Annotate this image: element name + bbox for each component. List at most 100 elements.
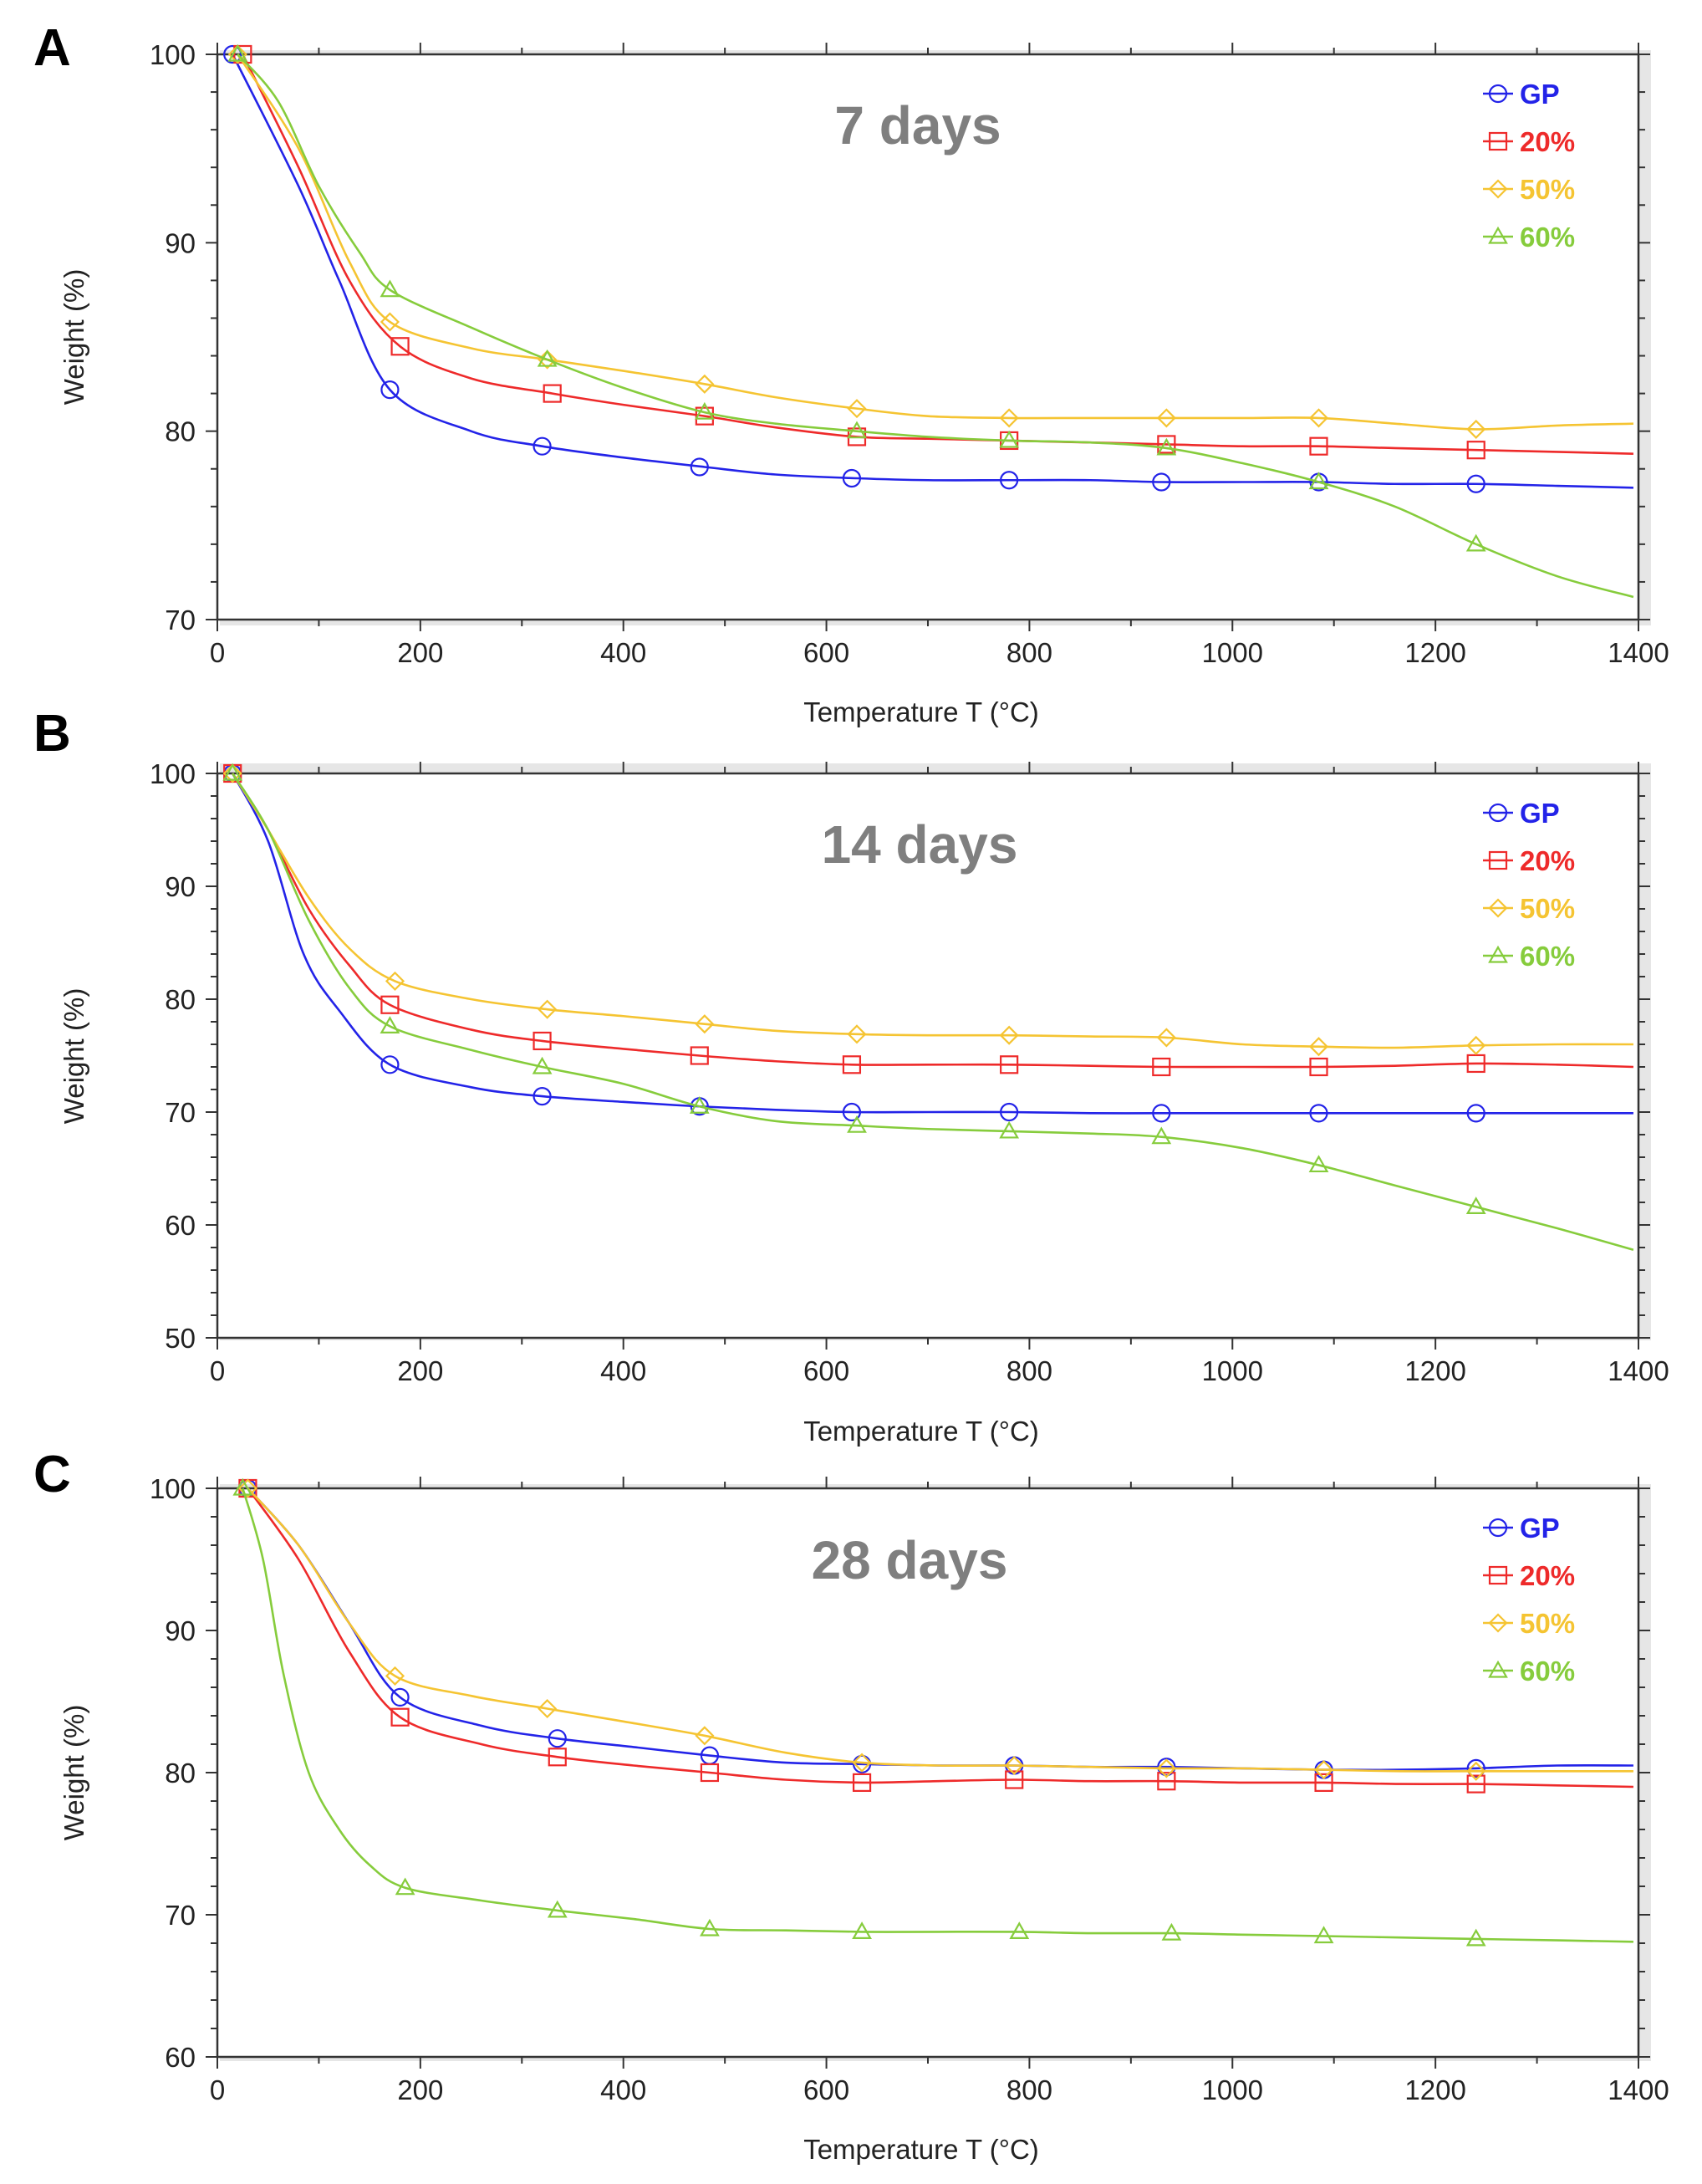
x-tick-label: 1400 (1608, 2074, 1669, 2105)
legend-marker-GP (1488, 803, 1508, 823)
data-point-60% (689, 1096, 710, 1114)
y-axis-title-a: Weight (%) (59, 269, 89, 406)
data-point-GP (548, 1729, 567, 1748)
legend-label-20%: 20% (1520, 1560, 1575, 1591)
data-point-60% (537, 349, 558, 367)
series-line-20% (232, 773, 1633, 1069)
legend-label-20%: 20% (1520, 126, 1575, 157)
x-axis-title-c: Temperature T (°C) (803, 2134, 1039, 2165)
data-point-GP (842, 468, 862, 488)
series-line-GP (232, 54, 1633, 489)
data-point-50% (1466, 419, 1486, 439)
y-tick-label: 80 (165, 416, 196, 447)
data-point-20% (1314, 1773, 1333, 1792)
x-tick-label: 800 (1006, 2074, 1052, 2105)
data-point-60% (999, 430, 1020, 448)
data-point-20% (543, 384, 562, 403)
data-point-GP (842, 1102, 862, 1122)
data-point-20% (695, 406, 714, 426)
data-point-50% (1156, 1028, 1176, 1048)
y-tick-label: 90 (165, 227, 196, 258)
data-point-20% (1157, 435, 1176, 454)
data-point-20% (1466, 1774, 1485, 1794)
legend-label-60%: 60% (1520, 941, 1575, 972)
data-point-20% (700, 1763, 720, 1783)
data-point-20% (1309, 1057, 1328, 1077)
data-point-60% (222, 763, 243, 781)
data-point-60% (227, 43, 248, 62)
data-point-60% (1308, 1155, 1329, 1173)
data-point-50% (227, 44, 247, 64)
x-tick-label: 400 (600, 637, 646, 668)
data-point-50% (1308, 408, 1329, 428)
x-tick-label: 800 (1006, 1355, 1052, 1386)
data-point-60% (395, 1877, 415, 1896)
series-line-60% (242, 1487, 1633, 1943)
data-point-20% (1157, 1772, 1176, 1791)
panel-letter-c: C (33, 1446, 71, 1503)
x-axis-title-a: Temperature T (°C) (803, 697, 1039, 727)
data-point-20% (1466, 441, 1485, 460)
data-point-20% (380, 995, 400, 1014)
data-point-50% (385, 1666, 405, 1686)
y-axis-title-b: Weight (%) (59, 988, 89, 1125)
data-point-20% (390, 337, 410, 356)
chart-title-a: 7 days (834, 95, 1001, 156)
data-point-50% (1156, 408, 1176, 428)
legend-marker-60% (1488, 945, 1508, 963)
data-point-50% (695, 1726, 715, 1746)
data-point-GP (1000, 471, 1019, 490)
y-tick-label: 50 (165, 1323, 196, 1354)
x-tick-label: 200 (397, 637, 443, 668)
legend-label-50%: 50% (1520, 1608, 1575, 1639)
data-point-20% (1309, 436, 1328, 456)
data-point-GP (380, 1055, 400, 1074)
y-tick-label: 70 (165, 1097, 196, 1128)
data-point-50% (1466, 1035, 1486, 1055)
data-point-50% (385, 971, 405, 991)
x-tick-label: 1000 (1202, 2074, 1263, 2105)
data-point-GP (1466, 1104, 1485, 1123)
y-tick-label: 70 (165, 1900, 196, 1931)
data-point-60% (547, 1900, 568, 1918)
data-point-20% (390, 1707, 410, 1727)
y-tick-label: 100 (150, 1473, 196, 1504)
data-point-50% (695, 1014, 715, 1034)
data-point-50% (222, 763, 242, 783)
legend-marker-50% (1488, 1613, 1508, 1633)
legend-marker-20% (1488, 850, 1508, 870)
panel-letter-b: B (33, 705, 71, 763)
data-point-20% (1466, 1054, 1485, 1074)
data-point-60% (694, 401, 715, 420)
panel-b: B 0 200 400 600 800 1000 1200 1400 50 60 70 80 90 100… (33, 705, 1669, 1447)
data-point-GP (690, 457, 709, 477)
plot-area-a (216, 53, 1640, 621)
data-point-50% (847, 399, 867, 419)
data-point-60% (532, 1056, 553, 1074)
data-point-GP (390, 1687, 410, 1707)
legend-c: GP 20% 50% 60% (1483, 1513, 1575, 1686)
data-point-20% (548, 1748, 567, 1767)
data-point-60% (1313, 1926, 1334, 1944)
data-point-GP (1152, 1104, 1171, 1123)
y-tick-label: 90 (165, 1615, 196, 1646)
data-point-60% (380, 279, 400, 298)
data-point-60% (847, 1115, 867, 1133)
legend-label-50%: 50% (1520, 174, 1575, 205)
series-line-20% (247, 1487, 1633, 1789)
legend-label-60%: 60% (1520, 222, 1575, 253)
data-point-GP (533, 436, 552, 456)
series-line-GP (232, 773, 1633, 1115)
panel-a: A 0 200 400 600 800 1000 1200 1400 70 80 90 100 7 d… (33, 19, 1669, 727)
y-tick-label: 80 (165, 1758, 196, 1789)
legend-marker-20% (1488, 1565, 1508, 1585)
data-point-50% (847, 1024, 867, 1044)
legend-a: GP 20% 50% 60% (1483, 79, 1575, 253)
data-point-60% (700, 1918, 720, 1937)
x-tick-label: 200 (397, 2074, 443, 2105)
y-tick-label: 60 (165, 1210, 196, 1241)
axis-ticks-a: 0 200 400 600 800 1000 1200 1400 70 80 90 100 (150, 39, 1669, 668)
data-point-50% (1314, 1760, 1334, 1780)
x-tick-label: 1200 (1404, 637, 1465, 668)
data-point-20% (533, 1031, 552, 1051)
